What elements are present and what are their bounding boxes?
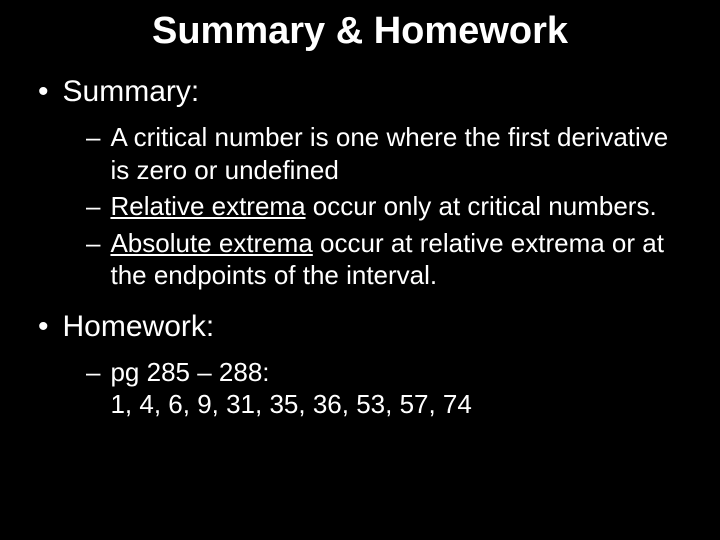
underlined-term: Absolute extrema <box>110 228 312 258</box>
bullet-dash-icon: – <box>86 190 100 223</box>
summary-item-text: Relative extrema occur only at critical … <box>110 190 690 223</box>
homework-item-text: pg 285 – 288:1, 4, 6, 9, 31, 35, 36, 53,… <box>110 356 690 421</box>
bullet-dash-icon: – <box>86 121 100 186</box>
summary-item-text: Absolute extrema occur at relative extre… <box>110 227 690 292</box>
summary-heading-text: Summary: <box>63 75 200 109</box>
summary-item-text: A critical number is one where the first… <box>110 121 690 186</box>
homework-problem-list: 1, 4, 6, 9, 31, 35, 36, 53, 57, 74 <box>110 389 471 419</box>
homework-item: – pg 285 – 288:1, 4, 6, 9, 31, 35, 36, 5… <box>86 356 690 421</box>
bullet-dot-icon: • <box>38 310 49 344</box>
summary-heading: • Summary: <box>38 75 690 109</box>
homework-page-range: pg 285 – 288: <box>110 357 269 387</box>
summary-item: – A critical number is one where the fir… <box>86 121 690 186</box>
slide-title: Summary & Homework <box>30 10 690 53</box>
homework-heading-text: Homework: <box>63 310 215 344</box>
bullet-dot-icon: • <box>38 75 49 109</box>
summary-item: – Relative extrema occur only at critica… <box>86 190 690 223</box>
underlined-term: Relative extrema <box>110 191 305 221</box>
bullet-dash-icon: – <box>86 227 100 292</box>
bullet-dash-icon: – <box>86 356 100 421</box>
summary-item: – Absolute extrema occur at relative ext… <box>86 227 690 292</box>
summary-item-suffix: occur only at critical numbers. <box>306 191 657 221</box>
homework-heading: • Homework: <box>38 310 690 344</box>
